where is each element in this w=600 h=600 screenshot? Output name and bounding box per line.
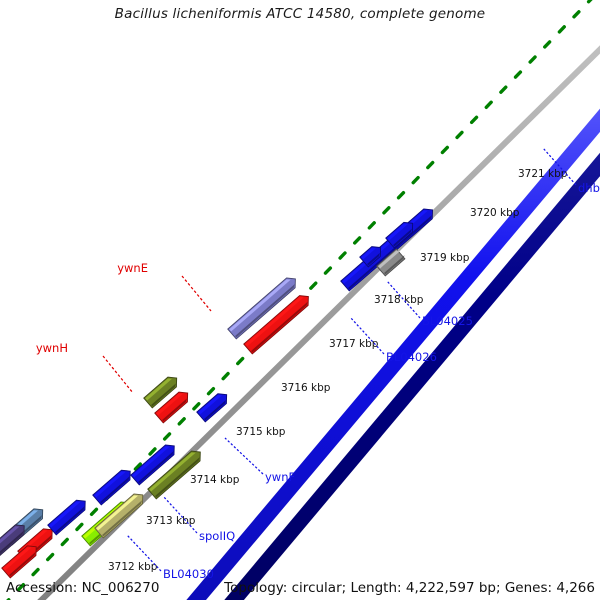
gene-blue-4[interactable] — [196, 390, 231, 423]
gene-highlight — [361, 248, 376, 260]
gene-label[interactable]: ywnE — [117, 261, 148, 275]
ruler-tick-label: 3717 kbp — [329, 338, 379, 350]
ruler-tick-label: 3716 kbp — [281, 382, 331, 394]
gene-highlight — [49, 501, 81, 528]
gene-shadow — [155, 457, 200, 498]
gene-highlight — [245, 296, 304, 347]
gene-highlight — [378, 250, 401, 269]
gene-shadow — [0, 531, 24, 556]
gene-label[interactable]: ywnH — [36, 341, 68, 355]
gene-body[interactable] — [130, 441, 179, 486]
gene-label-layer[interactable]: ywnE ywnH ywnF spoIIQ BL04030 BL04026 BL04025 d… — [36, 147, 600, 581]
gene-khaki-1[interactable] — [94, 490, 147, 539]
gene-shadow — [9, 552, 36, 577]
gene-purple-1[interactable] — [227, 274, 300, 340]
gene-label[interactable]: dhbF — [578, 181, 600, 195]
ruler-tick-label: 3714 kbp — [190, 474, 240, 486]
gene-red-3[interactable] — [154, 388, 192, 424]
gene-body[interactable] — [359, 243, 385, 268]
gene-highlight — [132, 446, 170, 478]
gene-shadow — [162, 398, 187, 422]
backbone-gray-line — [37, 45, 600, 600]
gene-highlight — [3, 547, 32, 571]
gene-blue-5[interactable] — [340, 205, 437, 292]
gene-body[interactable] — [147, 447, 205, 500]
gene-glyph-layer[interactable] — [0, 205, 437, 579]
backbone-forward-strand — [186, 108, 600, 600]
gene-body[interactable] — [196, 390, 231, 423]
gene-darkpurple-1[interactable] — [0, 521, 28, 558]
gene-body[interactable] — [1, 542, 41, 579]
gene-highlight — [96, 495, 139, 531]
gene-highlight — [229, 279, 291, 332]
gene-highlight — [149, 452, 196, 492]
gene-shadow — [235, 284, 295, 338]
gene-red-2[interactable] — [1, 542, 41, 579]
gene-blue-2[interactable] — [92, 466, 135, 506]
gene-shadow — [55, 506, 85, 534]
gene-highlight — [0, 526, 20, 550]
gene-highlight — [198, 395, 223, 415]
gene-body[interactable] — [92, 466, 135, 506]
ruler-tick-label: 3719 kbp — [420, 252, 470, 264]
gene-red-4[interactable] — [243, 292, 313, 355]
gene-body[interactable] — [385, 218, 417, 249]
gene-shadow — [251, 301, 308, 353]
gene-body[interactable] — [340, 205, 437, 292]
gene-blue-3[interactable] — [130, 441, 179, 486]
backbone-separator — [212, 139, 600, 600]
ruler-tick-labels: 3712 kbp 3713 kbp 3714 kbp 3715 kbp 3716 kbp… — [108, 168, 568, 573]
gene-shadow — [393, 228, 412, 247]
gene-shadow — [138, 451, 174, 484]
ruler-tick-label: 3712 kbp — [108, 561, 158, 573]
gene-gray-1[interactable] — [376, 248, 407, 277]
gene-label[interactable]: spoIIQ — [199, 529, 235, 543]
backbone-reverse-strand — [224, 152, 600, 600]
gene-body[interactable] — [376, 248, 406, 277]
gene-highlight — [387, 223, 408, 241]
gene-highlight — [145, 378, 173, 401]
ruler-tick-label: 3721 kbp — [518, 168, 568, 180]
gene-label-leader — [181, 275, 212, 312]
ruler-tick-label: 3715 kbp — [236, 426, 286, 438]
gene-shadow — [100, 476, 130, 504]
genome-backbone — [37, 45, 600, 600]
gene-blue-1[interactable] — [47, 496, 90, 536]
page-title: Bacillus licheniformis ATCC 14580, compl… — [114, 6, 486, 22]
gene-body[interactable] — [47, 496, 90, 536]
gene-shadow — [204, 399, 226, 421]
ruler-tick-label: 3720 kbp — [470, 207, 520, 219]
gene-body[interactable] — [94, 490, 147, 539]
gene-shadow — [151, 383, 176, 407]
gene-label[interactable]: BL04030 — [163, 567, 214, 581]
gene-blue-6[interactable] — [359, 243, 385, 268]
gene-shadow — [384, 255, 405, 275]
gene-body[interactable] — [227, 274, 300, 340]
gene-shadow — [367, 252, 380, 266]
gene-label[interactable]: ywnF — [265, 470, 295, 484]
gene-highlight — [156, 393, 184, 416]
gene-shadow — [102, 500, 143, 537]
gene-body[interactable] — [154, 388, 192, 424]
gene-olive-1[interactable] — [147, 447, 205, 500]
gene-highlight — [94, 471, 126, 498]
gene-label-leader — [102, 355, 134, 394]
gene-label[interactable]: BL04026 — [386, 350, 437, 364]
gene-body[interactable] — [243, 292, 313, 355]
gene-olive-2[interactable] — [143, 373, 181, 409]
ruler-tick-label: 3713 kbp — [146, 515, 196, 527]
ruler-tick-label: 3718 kbp — [374, 294, 424, 306]
gene-label[interactable]: BL04025 — [422, 314, 473, 328]
gene-label-leader — [224, 437, 264, 475]
gene-body[interactable] — [143, 373, 181, 409]
gene-blue-7[interactable] — [385, 218, 417, 249]
gene-body[interactable] — [0, 521, 28, 558]
